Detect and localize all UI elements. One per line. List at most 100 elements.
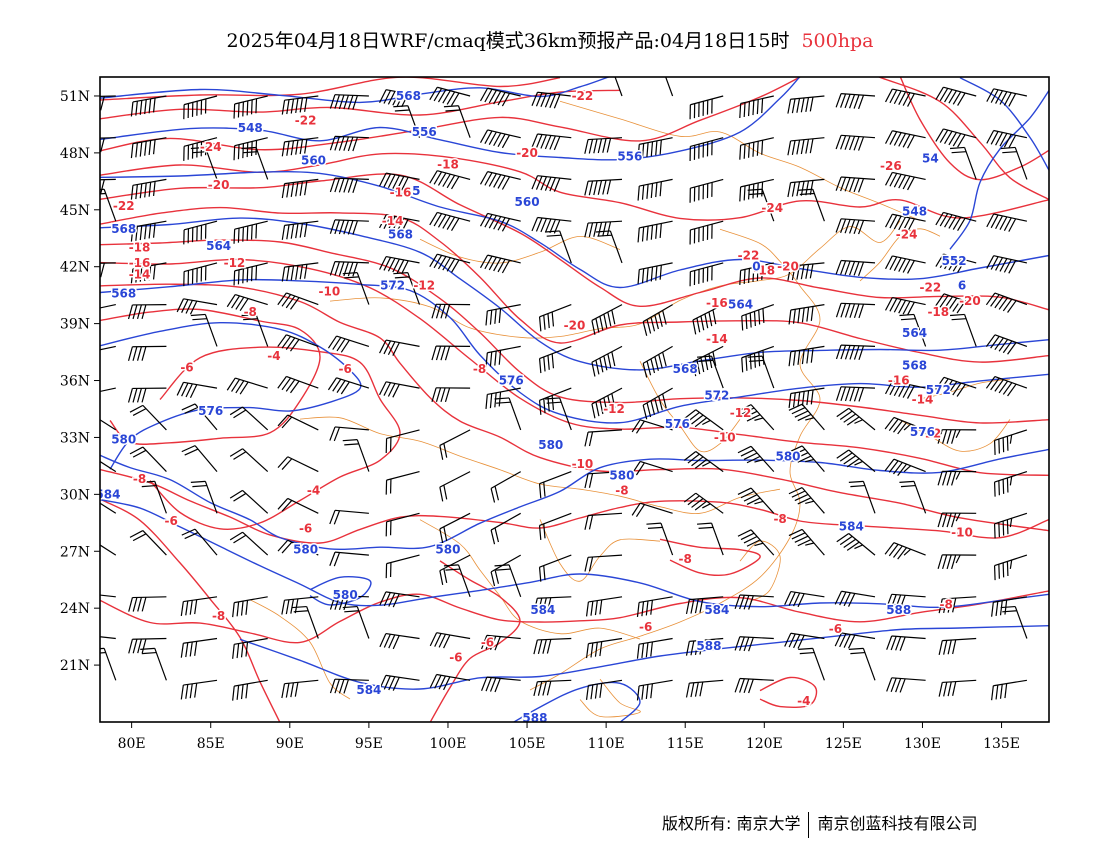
wind-barb xyxy=(784,590,825,608)
wind-barb xyxy=(129,404,167,431)
temperature-label: -4 xyxy=(307,484,320,498)
temperature-label: -12 xyxy=(603,402,625,416)
wind-barb xyxy=(848,480,876,514)
wind-barb xyxy=(100,304,116,313)
temperature-isotherm xyxy=(100,77,561,101)
wind-barb xyxy=(100,137,116,153)
wind-barb xyxy=(100,536,117,556)
wind-barb xyxy=(479,87,521,107)
height-label: 584 xyxy=(356,683,381,697)
wind-barb xyxy=(479,254,521,274)
wind-barb xyxy=(490,471,521,503)
wind-barb xyxy=(479,129,521,149)
wind-barb xyxy=(637,262,673,285)
temperature-label: -14 xyxy=(382,214,404,228)
wind-barb xyxy=(181,445,218,472)
wind-barb xyxy=(130,178,167,200)
wind-barb xyxy=(835,386,876,402)
wind-barb xyxy=(660,77,674,97)
wind-barb xyxy=(788,387,825,409)
temperature-label: -20 xyxy=(208,178,230,192)
lon-tick-label: 135E xyxy=(983,736,1020,752)
wind-barb xyxy=(100,647,117,681)
lon-tick-label: 130E xyxy=(904,736,941,752)
wind-barb xyxy=(585,679,623,700)
wind-barb xyxy=(734,636,774,652)
wind-barb xyxy=(685,596,724,615)
wind-barb xyxy=(129,446,167,473)
geopotential-height-contours xyxy=(100,77,1049,722)
wind-barb xyxy=(935,86,977,106)
wind-barb xyxy=(100,494,117,514)
wind-barb xyxy=(787,262,825,281)
height-label: 552 xyxy=(942,254,967,268)
wind-barb xyxy=(689,137,724,162)
wind-barb xyxy=(737,487,775,514)
wind-barb xyxy=(739,262,774,285)
wind-barb xyxy=(787,95,825,114)
temperature-isotherm xyxy=(100,498,281,722)
wind-barb xyxy=(176,298,218,315)
lon-tick-label: 115E xyxy=(667,736,704,752)
wind-barb xyxy=(277,292,319,310)
wind-barb xyxy=(229,489,269,514)
wind-barb xyxy=(429,170,471,190)
wind-barb xyxy=(226,293,268,312)
wind-barb xyxy=(935,211,977,232)
wind-barb xyxy=(429,673,471,691)
wind-barb xyxy=(232,596,268,618)
wind-barb xyxy=(130,220,167,242)
geopotential-isohypse xyxy=(100,278,1049,424)
wind-barb xyxy=(637,137,673,159)
wind-barb xyxy=(229,531,269,556)
wind-barb xyxy=(277,497,319,514)
wind-barbs xyxy=(100,77,1028,701)
wind-barb xyxy=(884,542,926,560)
wind-barb xyxy=(128,596,167,612)
wind-barb xyxy=(183,137,218,161)
height-label: 572 xyxy=(704,389,729,403)
wind-barb xyxy=(642,304,673,336)
wind-barb xyxy=(531,133,572,151)
height-label: 580 xyxy=(775,449,800,463)
temperature-label: -12 xyxy=(224,256,246,270)
wind-barb xyxy=(379,381,420,398)
wind-barb xyxy=(985,334,1028,355)
wind-barb xyxy=(584,429,623,447)
height-contour-labels: 568 548 556 560 556 5 560 568 564 568 572 568 0 564 54… xyxy=(100,87,968,722)
wind-barb xyxy=(836,449,876,473)
wind-barb xyxy=(646,522,674,556)
wind-barb xyxy=(385,429,420,453)
wind-barb xyxy=(993,512,1028,539)
wind-barb xyxy=(950,313,977,347)
wind-barb xyxy=(985,375,1028,397)
wind-barb xyxy=(100,178,116,195)
wind-barb xyxy=(538,304,572,332)
wind-barb xyxy=(937,429,977,444)
wind-barb xyxy=(835,344,876,360)
wind-barb xyxy=(479,171,521,190)
temperature-label: -6 xyxy=(639,620,652,634)
wind-barb xyxy=(439,512,471,544)
wind-barb xyxy=(429,632,471,649)
wind-barb xyxy=(494,397,522,431)
wind-barb xyxy=(329,219,369,235)
wind-barb xyxy=(393,105,421,138)
wind-barb xyxy=(327,377,370,395)
wind-barb xyxy=(986,129,1028,149)
lat-tick-label: 51N xyxy=(60,89,90,105)
wind-barb xyxy=(180,596,218,617)
wind-barb xyxy=(585,637,623,659)
lat-tick-label: 30N xyxy=(60,487,90,503)
geopotential-isohypse xyxy=(100,77,611,104)
wind-barb xyxy=(241,146,269,180)
wind-barb xyxy=(100,452,117,473)
wind-barb xyxy=(538,512,572,540)
wind-barb xyxy=(886,593,926,610)
lon-tick-label: 100E xyxy=(429,736,466,752)
wind-barb xyxy=(545,230,572,264)
temperature-label: -6 xyxy=(449,651,462,665)
wind-barb xyxy=(329,94,369,110)
wind-barb xyxy=(379,172,420,191)
wind-barb xyxy=(584,471,623,489)
